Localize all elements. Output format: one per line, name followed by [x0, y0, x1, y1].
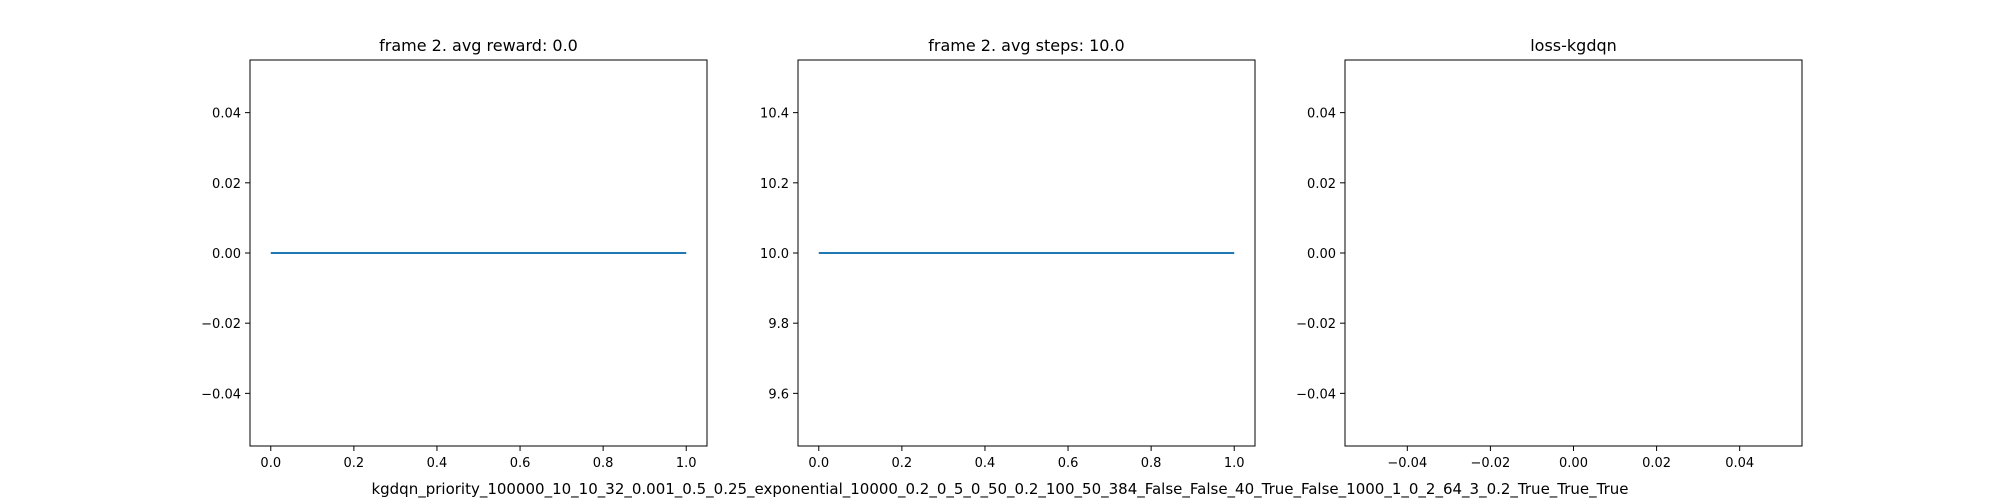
avg-reward-y-tick-label: 0.02 — [212, 177, 241, 192]
avg-reward-axes-frame — [249, 59, 708, 447]
loss-x-tick-label: 0.04 — [1725, 456, 1754, 471]
loss-y-tick-label: −0.04 — [1296, 387, 1336, 402]
avg-steps-x-tick-label: 0.0 — [808, 456, 829, 471]
avg-reward-y-tick-label: 0.04 — [212, 107, 241, 122]
avg-steps-y-tick-label: 9.6 — [768, 387, 789, 402]
chart-avg-steps: frame 2. avg steps: 10.0 0.0 0.2 0.4 0.6 0.8 1… — [760, 36, 1256, 471]
loss-axes-frame — [1344, 59, 1803, 447]
avg-steps-x-tick-label: 1.0 — [1224, 456, 1245, 471]
chart-avg-reward: frame 2. avg reward: 0.0 0.0 0.2 0.4 0.6 0.8 1… — [201, 36, 708, 471]
avg-reward-x-tick-label: 0.4 — [427, 456, 448, 471]
figure-caption: kgdqn_priority_100000_10_10_32_0.001_0.5… — [371, 480, 1628, 499]
avg-reward-title: frame 2. avg reward: 0.0 — [379, 36, 578, 55]
loss-x-tick-label: 0.02 — [1642, 456, 1671, 471]
avg-reward-y-tick-label: 0.00 — [212, 247, 241, 262]
avg-reward-x-tick-label: 1.0 — [676, 456, 697, 471]
avg-reward-x-tick-label: 0.8 — [593, 456, 614, 471]
loss-y-tick-label: −0.02 — [1296, 317, 1336, 332]
loss-y-tick-label: 0.00 — [1307, 247, 1336, 262]
avg-steps-x-tick-label: 0.6 — [1058, 456, 1079, 471]
avg-steps-y-tick-label: 10.0 — [760, 247, 789, 262]
avg-steps-title: frame 2. avg steps: 10.0 — [928, 36, 1124, 55]
avg-steps-x-tick-label: 0.8 — [1141, 456, 1162, 471]
avg-reward-y-tick-label: −0.02 — [201, 317, 241, 332]
avg-steps-axes-frame — [797, 59, 1256, 447]
loss-y-tick-label: 0.02 — [1307, 177, 1336, 192]
avg-reward-x-tick-label: 0.0 — [260, 456, 281, 471]
avg-reward-x-tick-label: 0.2 — [344, 456, 365, 471]
avg-steps-y-tick-label: 10.2 — [760, 177, 789, 192]
loss-title: loss-kgdqn — [1530, 36, 1617, 55]
avg-reward-x-tick-label: 0.6 — [510, 456, 531, 471]
avg-steps-y-tick-label: 9.8 — [768, 317, 789, 332]
loss-y-tick-label: 0.04 — [1307, 107, 1336, 122]
loss-x-tick-label: 0.00 — [1559, 456, 1588, 471]
avg-reward-y-tick-label: −0.04 — [201, 387, 241, 402]
avg-steps-x-tick-label: 0.4 — [975, 456, 996, 471]
chart-loss: loss-kgdqn −0.04 −0.02 0.00 0.02 0.04 −0.04 −0.… — [1296, 36, 1803, 471]
loss-x-tick-label: −0.02 — [1470, 456, 1510, 471]
avg-steps-x-tick-label: 0.2 — [892, 456, 913, 471]
loss-x-tick-label: −0.04 — [1387, 456, 1427, 471]
avg-steps-y-tick-label: 10.4 — [760, 107, 789, 122]
